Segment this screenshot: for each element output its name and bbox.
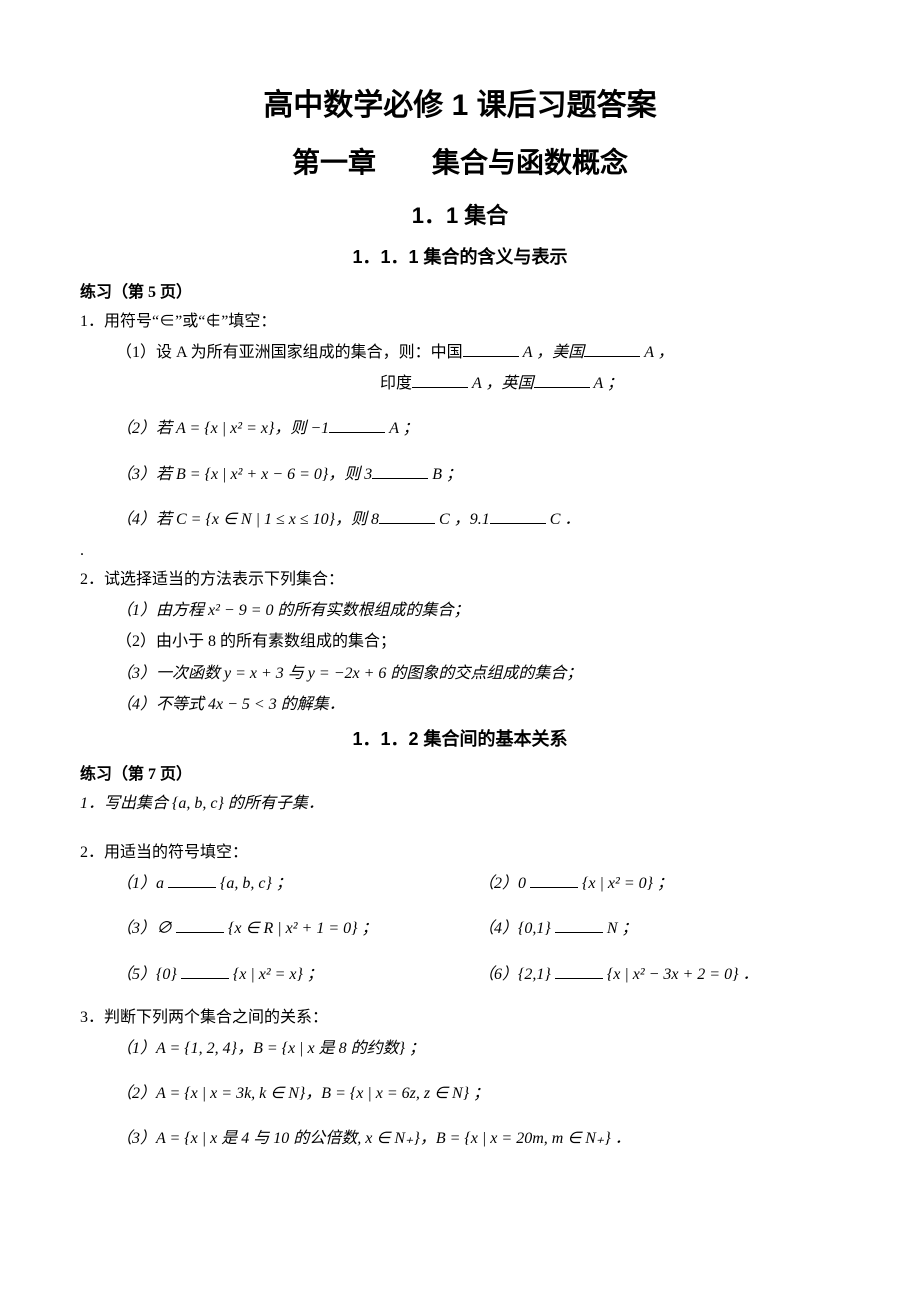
p7-q2-row2: （3）∅ {x ∈ R | x² + 1 = 0} ； （4）{0,1} N ；	[116, 915, 840, 942]
blank	[168, 873, 216, 888]
chapter-title: 第一章 集合与函数概念	[80, 139, 840, 187]
text: （2）0	[478, 875, 526, 892]
text: {x ∈ R | x² + 1 = 0} ；	[228, 920, 378, 937]
q1-sub1-line2: 印度 A ，英国 A ；	[380, 370, 840, 397]
q1-sub2: （2）若 A = {x | x² = x}，则 −1 A ；	[116, 415, 840, 442]
question-1: 1．用符号“∈”或“∉”填空：	[80, 308, 840, 335]
p7-q2-row1: （1）a {a, b, c} ； （2）0 {x | x² = 0} ；	[116, 870, 840, 897]
blank	[534, 373, 590, 388]
blank	[584, 342, 640, 357]
q2-sub4: （4）不等式 4x − 5 < 3 的解集．	[116, 691, 840, 718]
blank	[490, 508, 546, 523]
text: A ，美国	[523, 344, 585, 361]
text: （4）若 C = {x ∈ N | 1 ≤ x ≤ 10}，则 8	[116, 511, 379, 528]
text: {a, b, c} ；	[220, 875, 292, 892]
blank	[379, 508, 435, 523]
text: N ；	[607, 920, 638, 937]
text: A ；	[594, 375, 624, 392]
practice-heading-7: 练习（第 7 页）	[80, 761, 840, 788]
subsection-title-1: 1．1．1 集合的含义与表示	[80, 242, 840, 273]
text: （4）{0,1}	[478, 920, 551, 937]
stray-dot: .	[80, 537, 840, 564]
p7-q3-sub3: （3）A = {x | x 是 4 与 10 的公倍数, x ∈ N₊}，B =…	[116, 1125, 840, 1152]
text: {x | x² = 0} ；	[582, 875, 673, 892]
text: C ．	[550, 511, 581, 528]
text: （1）设 A 为所有亚洲国家组成的集合，则：中国	[116, 344, 463, 361]
q2-sub1: （1）由方程 x² − 9 = 0 的所有实数根组成的集合；	[116, 597, 840, 624]
blank	[329, 418, 385, 433]
q1-sub1: （1）设 A 为所有亚洲国家组成的集合，则：中国 A ，美国 A ，	[116, 339, 840, 366]
p7-question-1: 1．写出集合 {a, b, c} 的所有子集．	[80, 790, 840, 817]
text: {x | x² = x} ；	[233, 966, 323, 983]
text: （1）a	[116, 875, 164, 892]
text: （6）{2,1}	[478, 966, 551, 983]
text: 印度	[380, 375, 412, 392]
q2-sub3: （3）一次函数 y = x + 3 与 y = −2x + 6 的图象的交点组成…	[116, 660, 840, 687]
blank	[181, 963, 229, 978]
text: {x | x² − 3x + 2 = 0} ．	[607, 966, 759, 983]
text: C ，9.1	[439, 511, 490, 528]
text: B ；	[432, 466, 462, 483]
text: A ；	[389, 420, 419, 437]
text: （5）{0}	[116, 966, 177, 983]
text: （2）若 A = {x | x² = x}，则 −1	[116, 420, 329, 437]
q1-sub4: （4）若 C = {x ∈ N | 1 ≤ x ≤ 10}，则 8 C ，9.1…	[116, 506, 840, 533]
blank	[463, 342, 519, 357]
blank	[555, 963, 603, 978]
text: （3）∅	[116, 920, 172, 937]
blank	[176, 918, 224, 933]
practice-heading-5: 练习（第 5 页）	[80, 279, 840, 306]
blank	[412, 373, 468, 388]
p7-q3-sub1: （1）A = {1, 2, 4}，B = {x | x 是 8 的约数} ；	[116, 1035, 840, 1062]
text: A ，英国	[472, 375, 534, 392]
q1-sub3: （3）若 B = {x | x² + x − 6 = 0}，则 3 B ；	[116, 461, 840, 488]
p7-q2-row3: （5）{0} {x | x² = x} ； （6）{2,1} {x | x² −…	[116, 961, 840, 988]
blank	[555, 918, 603, 933]
doc-title: 高中数学必修 1 课后习题答案	[80, 80, 840, 131]
text: （3）若 B = {x | x² + x − 6 = 0}，则 3	[116, 466, 372, 483]
blank	[372, 463, 428, 478]
p7-q3-sub2: （2）A = {x | x = 3k, k ∈ N}，B = {x | x = …	[116, 1080, 840, 1107]
p7-question-2: 2．用适当的符号填空：	[80, 839, 840, 866]
q2-sub2: （2）由小于 8 的所有素数组成的集合；	[116, 628, 840, 655]
section-title: 1．1 集合	[80, 197, 840, 234]
subsection-title-2: 1．1．2 集合间的基本关系	[80, 724, 840, 755]
question-2: 2．试选择适当的方法表示下列集合：	[80, 566, 840, 593]
text: A ，	[644, 344, 674, 361]
blank	[530, 873, 578, 888]
p7-question-3: 3．判断下列两个集合之间的关系：	[80, 1004, 840, 1031]
